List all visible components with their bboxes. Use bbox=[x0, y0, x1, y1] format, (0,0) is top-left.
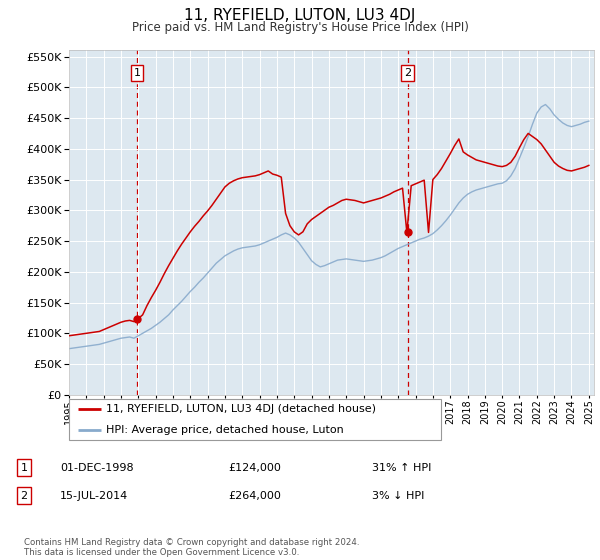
Text: 15-JUL-2014: 15-JUL-2014 bbox=[60, 491, 128, 501]
Text: Price paid vs. HM Land Registry's House Price Index (HPI): Price paid vs. HM Land Registry's House … bbox=[131, 21, 469, 34]
Text: 2: 2 bbox=[20, 491, 28, 501]
Text: 11, RYEFIELD, LUTON, LU3 4DJ: 11, RYEFIELD, LUTON, LU3 4DJ bbox=[184, 8, 416, 23]
Text: HPI: Average price, detached house, Luton: HPI: Average price, detached house, Luto… bbox=[106, 424, 344, 435]
Text: Contains HM Land Registry data © Crown copyright and database right 2024.
This d: Contains HM Land Registry data © Crown c… bbox=[24, 538, 359, 557]
Text: 1: 1 bbox=[20, 463, 28, 473]
Text: 31% ↑ HPI: 31% ↑ HPI bbox=[372, 463, 431, 473]
FancyBboxPatch shape bbox=[69, 399, 441, 440]
Text: 2: 2 bbox=[404, 68, 411, 78]
Text: 3% ↓ HPI: 3% ↓ HPI bbox=[372, 491, 424, 501]
Text: £264,000: £264,000 bbox=[228, 491, 281, 501]
Text: 01-DEC-1998: 01-DEC-1998 bbox=[60, 463, 134, 473]
Text: 1: 1 bbox=[133, 68, 140, 78]
Text: £124,000: £124,000 bbox=[228, 463, 281, 473]
Text: 11, RYEFIELD, LUTON, LU3 4DJ (detached house): 11, RYEFIELD, LUTON, LU3 4DJ (detached h… bbox=[106, 404, 376, 414]
